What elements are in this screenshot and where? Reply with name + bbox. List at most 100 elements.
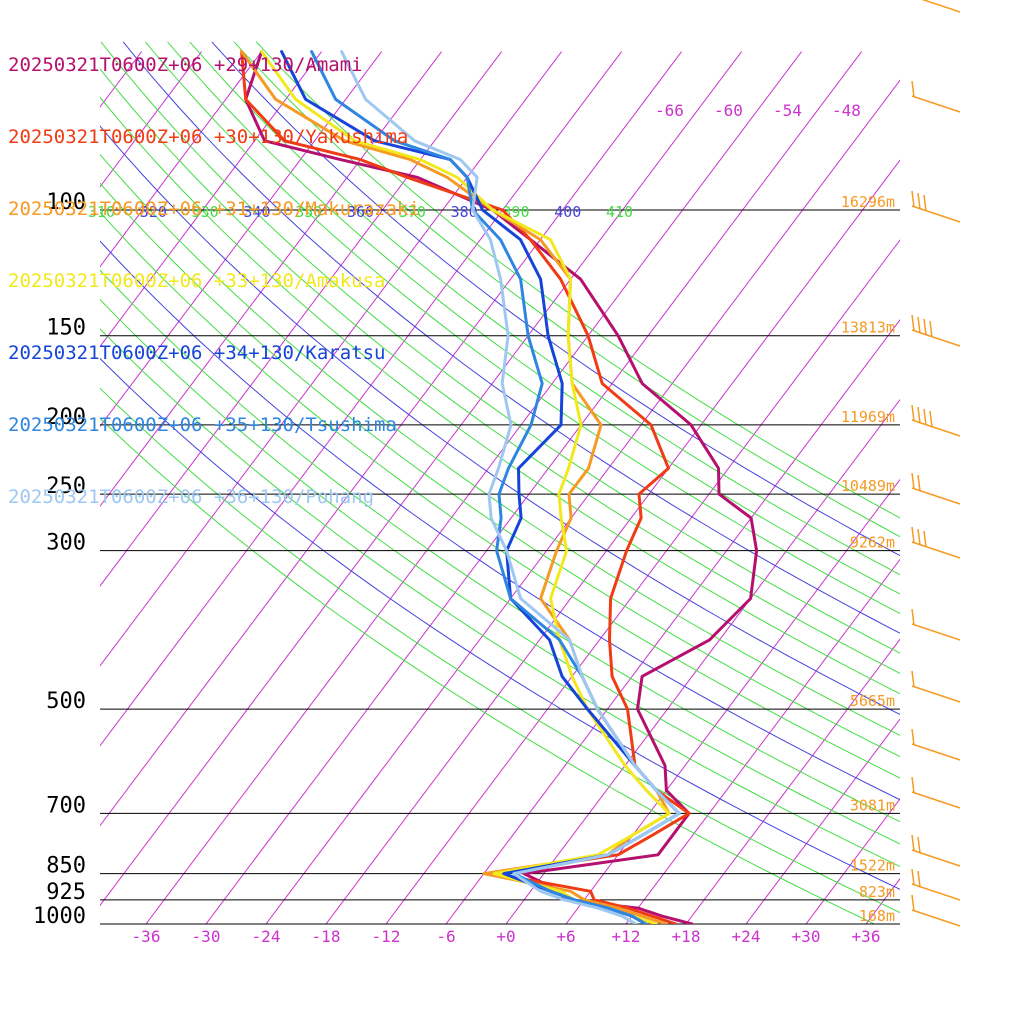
theta-e-line bbox=[100, 41, 900, 654]
upper-isotherm-label: -48 bbox=[832, 101, 861, 120]
isentrope-label: 400 bbox=[554, 203, 581, 221]
height-label: 9262m bbox=[850, 534, 895, 552]
wind-barbs bbox=[911, 0, 961, 927]
height-label: 5665m bbox=[850, 692, 895, 710]
wind-barb-feather bbox=[917, 192, 921, 210]
upper-isotherm-label: -60 bbox=[714, 101, 743, 120]
isotherm-line bbox=[565, 478, 900, 924]
wind-barb-feather bbox=[917, 406, 921, 424]
series-line bbox=[260, 50, 671, 924]
height-label: 13813m bbox=[841, 319, 895, 337]
pressure-label: 1000 bbox=[33, 904, 86, 929]
theta-e-line bbox=[100, 182, 900, 758]
temperature-tick-label: +0 bbox=[496, 927, 515, 946]
isotherm-line bbox=[325, 159, 900, 924]
wind-barb bbox=[911, 791, 961, 809]
legend: 20250321T0600Z+06 +29+130/Amami 20250321… bbox=[8, 5, 420, 533]
temperature-tick-label: +12 bbox=[612, 927, 641, 946]
theta-e-line bbox=[100, 211, 900, 779]
pressure-label: 150 bbox=[46, 316, 86, 341]
wind-barb-feather bbox=[911, 776, 915, 794]
wind-barb-feather bbox=[911, 80, 915, 98]
temperature-tick-label: -36 bbox=[132, 927, 161, 946]
wind-barb-feather bbox=[911, 670, 915, 688]
pressure-label: 925 bbox=[46, 880, 86, 905]
wind-barb bbox=[921, 0, 961, 13]
theta-e-line bbox=[100, 328, 900, 868]
isotherm-line bbox=[100, 51, 623, 747]
wind-barb-feather bbox=[911, 834, 915, 852]
pressure-label: 200 bbox=[46, 405, 86, 430]
height-label: 3081m bbox=[850, 796, 895, 814]
theta-e-line bbox=[100, 153, 900, 736]
theta-e-line bbox=[100, 68, 900, 674]
isentrope-label: 310 bbox=[88, 203, 115, 221]
legend-entry-makurazaki: 20250321T0600Z+06 +31+130/Makurazaki bbox=[8, 198, 420, 220]
isotherm-line bbox=[445, 319, 900, 924]
isentrope-line bbox=[100, 125, 900, 716]
wind-barb-feather bbox=[917, 474, 921, 492]
isotherm-line bbox=[100, 51, 503, 587]
wind-barb-feather bbox=[917, 870, 921, 888]
isentrope-line bbox=[100, 240, 900, 801]
wind-barb bbox=[911, 909, 961, 927]
theta-e-line bbox=[100, 96, 900, 695]
wind-barb bbox=[911, 743, 961, 761]
wind-barb-feather bbox=[911, 314, 915, 332]
isotherm-line bbox=[100, 51, 683, 827]
height-label: 1522m bbox=[850, 857, 895, 875]
isentrope-line bbox=[122, 41, 900, 634]
upper-isotherm-labels: -66 -60 -54 -48 bbox=[655, 101, 861, 120]
wind-barb-feather bbox=[911, 190, 915, 208]
theta-e-line bbox=[255, 41, 900, 519]
legend-entry-amakusa: 20250321T0600Z+06 +33+130/Amakusa bbox=[8, 270, 386, 292]
legend-entry-yakushima: 20250321T0600Z+06 +30+130/Yakushima bbox=[8, 126, 409, 148]
wind-barb-feather bbox=[917, 316, 921, 334]
theta-e-line bbox=[100, 298, 900, 845]
temperature-tick-label: +6 bbox=[556, 927, 575, 946]
wind-barb-feather bbox=[911, 526, 915, 544]
wind-barb-feather bbox=[923, 318, 927, 336]
sounding-series bbox=[240, 50, 759, 924]
isentrope-label: 370 bbox=[399, 203, 426, 221]
legend-entry-pohang: 20250321T0600Z+06 +36+130/Pohang bbox=[8, 486, 375, 508]
pressure-label: 700 bbox=[46, 793, 86, 818]
temperature-tick-label: -30 bbox=[192, 927, 221, 946]
isotherm-line bbox=[385, 239, 900, 924]
theta-e-line bbox=[167, 41, 900, 595]
theta-e-line bbox=[100, 417, 876, 924]
wind-barb-feather bbox=[917, 836, 921, 854]
theta-e-line bbox=[233, 41, 900, 538]
isentrope-label: 330 bbox=[192, 203, 219, 221]
wind-barb-feather bbox=[911, 868, 915, 886]
temperature-tick-label: +24 bbox=[732, 927, 761, 946]
wind-barb-feather bbox=[911, 728, 915, 746]
height-label: 823m bbox=[859, 883, 895, 901]
pressure-label: 300 bbox=[46, 531, 86, 556]
isentrope-label: 410 bbox=[606, 203, 633, 221]
wind-barb-feather bbox=[917, 528, 921, 546]
wind-barb-feather bbox=[911, 608, 915, 626]
wind-barb-feather bbox=[923, 194, 927, 212]
isentrope-label: 360 bbox=[347, 203, 374, 221]
isotherm-line bbox=[100, 51, 323, 348]
isentrope-label: 320 bbox=[140, 203, 167, 221]
isotherm-line bbox=[625, 558, 900, 924]
isotherm-line bbox=[205, 51, 863, 924]
wind-barb-feather bbox=[929, 320, 933, 338]
height-label: 168m bbox=[859, 907, 895, 925]
height-label: 11969m bbox=[841, 408, 895, 426]
theta-e-line bbox=[189, 41, 900, 576]
temperature-tick-label: -18 bbox=[312, 927, 341, 946]
isotherm-line bbox=[685, 638, 900, 924]
height-label: 10489m bbox=[841, 477, 895, 495]
temperature-tick-label: -24 bbox=[252, 927, 281, 946]
isotherm-line bbox=[100, 51, 563, 667]
legend-entry-karatsu: 20250321T0600Z+06 +34+130/Karatsu bbox=[8, 342, 386, 364]
isentrope-line bbox=[211, 41, 900, 557]
theta-e-line bbox=[100, 387, 900, 914]
theta-e-line bbox=[145, 41, 900, 615]
theta-e-line bbox=[100, 269, 900, 823]
wind-barb-feather bbox=[923, 408, 927, 426]
